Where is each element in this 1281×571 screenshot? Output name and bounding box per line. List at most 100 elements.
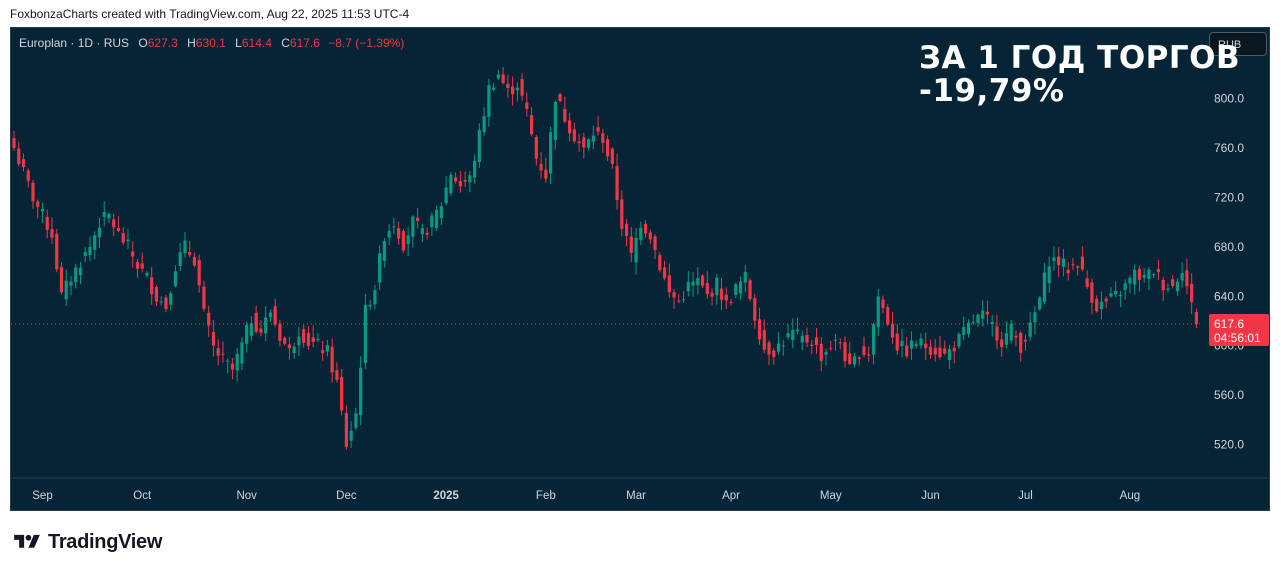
candle-body	[378, 253, 382, 283]
candle-body	[316, 339, 320, 341]
candle-body	[183, 240, 187, 254]
candle-body	[1190, 283, 1194, 303]
candle-body	[843, 342, 847, 362]
candle-body	[1185, 270, 1189, 287]
candle-body	[629, 236, 633, 253]
candle-body	[477, 130, 481, 163]
candle-body	[283, 337, 287, 344]
candle-body	[330, 346, 334, 373]
candle-body	[321, 350, 325, 354]
y-tick-label: 680.0	[1214, 240, 1244, 254]
candle-body	[1194, 311, 1199, 324]
candle-body	[240, 342, 244, 364]
candle-body	[192, 256, 197, 266]
candle-body	[867, 354, 871, 356]
y-tick-label: 520.0	[1214, 438, 1244, 452]
candle-body	[278, 323, 282, 341]
candle-body	[1166, 288, 1170, 290]
candle-body	[919, 338, 923, 346]
x-tick-label: Dec	[336, 490, 357, 502]
candle-body	[69, 281, 73, 286]
candle-body	[121, 233, 125, 243]
candle-body	[696, 278, 700, 286]
currency-button[interactable]: RUB	[1209, 32, 1267, 56]
x-tick-label: Nov	[236, 490, 257, 502]
candle-body	[306, 332, 311, 346]
candle-body	[933, 347, 937, 355]
candle-body	[411, 216, 415, 237]
candle-body	[534, 137, 538, 159]
candle-body	[800, 335, 804, 343]
candle-body	[971, 322, 975, 324]
candle-body	[981, 310, 985, 319]
candle-body	[420, 228, 424, 235]
legend-low-value: 614.4	[241, 36, 272, 50]
candle-body	[21, 159, 26, 168]
candle-body	[734, 284, 738, 295]
y-tick-label: 640.0	[1214, 289, 1244, 303]
candle-body	[1085, 278, 1089, 287]
candle-body	[145, 272, 149, 276]
candle-body	[511, 86, 515, 95]
candle-body	[354, 413, 358, 428]
candle-body	[715, 277, 719, 296]
candle-body	[990, 321, 994, 325]
candle-body	[914, 344, 918, 347]
candle-body	[601, 133, 605, 143]
candle-body	[254, 312, 258, 332]
candle-body	[97, 227, 102, 238]
last-price-badge	[1209, 313, 1269, 346]
candle-body	[862, 346, 866, 355]
candle-body	[1047, 266, 1051, 284]
candle-body	[677, 300, 681, 302]
candle-body	[895, 333, 899, 351]
candle-body	[235, 353, 239, 371]
candle-body	[487, 85, 491, 117]
candle-body	[473, 160, 477, 178]
candle-body	[672, 292, 676, 298]
candle-body	[814, 337, 819, 346]
candle-body	[753, 298, 757, 321]
tradingview-logo[interactable]: TradingView	[12, 529, 162, 555]
x-tick-label: Jun	[921, 490, 940, 502]
candle-body	[392, 226, 396, 228]
candle-body	[463, 180, 467, 182]
candle-body	[126, 239, 130, 242]
candle-body	[1095, 298, 1099, 312]
candle-body	[344, 413, 349, 448]
chart-panel[interactable]: 520.0560.0600.0640.0680.0720.0760.0800.0…	[10, 27, 1270, 511]
candle-body	[401, 231, 405, 251]
candle-body	[681, 299, 686, 301]
candle-body	[178, 252, 182, 266]
candle-body	[93, 235, 97, 250]
candle-body	[221, 353, 225, 355]
candle-body	[1109, 293, 1113, 297]
candle-body	[131, 251, 135, 257]
candle-body	[245, 324, 249, 344]
tradingview-wordmark: TradingView	[48, 530, 163, 553]
candle-body	[1180, 273, 1184, 281]
candle-body	[1133, 269, 1137, 285]
candlestick-chart[interactable]: 520.0560.0600.0640.0680.0720.0760.0800.0…	[11, 28, 1270, 511]
candle-body	[567, 120, 572, 134]
candle-body	[1156, 269, 1161, 273]
candle-body	[520, 79, 524, 96]
candle-body	[610, 148, 614, 164]
candle-body	[159, 301, 163, 303]
x-tick-label: Mar	[626, 490, 646, 502]
candle-body	[805, 335, 809, 343]
symbol-legend: Europlan · 1D · RUS O627.3 H630.1 L614.4…	[19, 36, 404, 50]
candle-body	[439, 206, 443, 219]
candle-body	[791, 329, 795, 340]
candle-body	[1171, 279, 1175, 287]
candle-body	[1042, 272, 1047, 302]
candle-body	[724, 294, 728, 301]
candle-body	[976, 314, 980, 323]
candle-body	[496, 74, 500, 79]
candle-body	[558, 94, 562, 102]
candle-body	[36, 201, 40, 207]
candle-body	[1161, 279, 1165, 291]
candle-body	[829, 348, 833, 350]
candle-body	[112, 219, 116, 228]
legend-high-label: H	[187, 36, 196, 50]
